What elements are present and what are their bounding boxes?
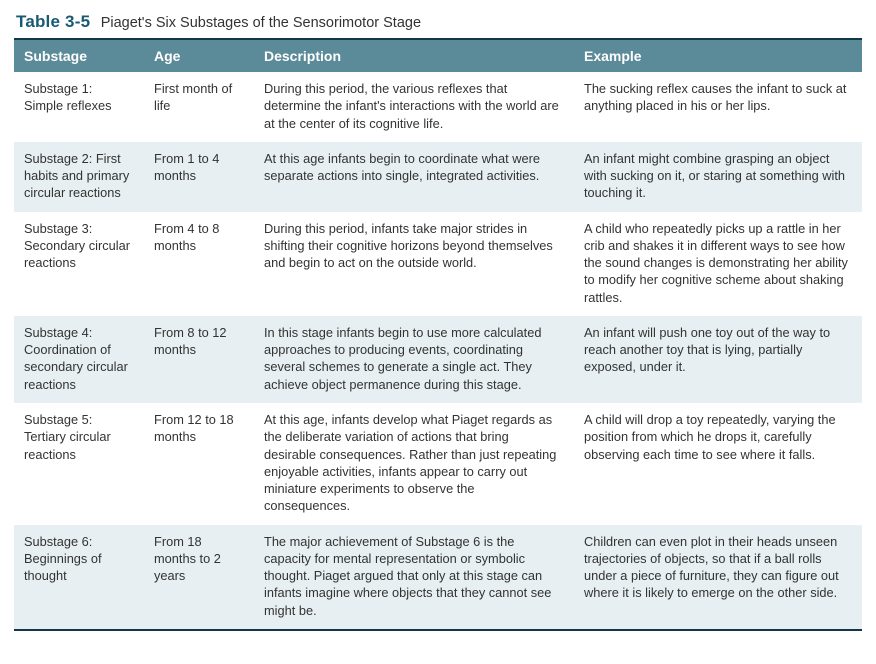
- cell-description: During this period, the various reflexes…: [254, 72, 574, 142]
- table-title: Table 3-5 Piaget's Six Substages of the …: [16, 12, 862, 32]
- cell-description: In this stage infants begin to use more …: [254, 316, 574, 403]
- cell-example: A child will drop a toy repeatedly, vary…: [574, 403, 862, 525]
- cell-age: From 8 to 12 months: [144, 316, 254, 403]
- cell-substage: Substage 1: Simple reflexes: [14, 72, 144, 142]
- cell-description: At this age, infants develop what Piaget…: [254, 403, 574, 525]
- cell-substage: Substage 2: First habits and primary cir…: [14, 142, 144, 212]
- cell-age: From 18 months to 2 years: [144, 525, 254, 630]
- table-caption: Piaget's Six Substages of the Sensorimot…: [101, 15, 421, 31]
- col-header-age: Age: [144, 39, 254, 72]
- cell-description: The major achievement of Substage 6 is t…: [254, 525, 574, 630]
- cell-example: An infant will push one toy out of the w…: [574, 316, 862, 403]
- table-row: Substage 4: Coordination of secondary ci…: [14, 316, 862, 403]
- cell-substage: Substage 3: Secondary circular reactions: [14, 212, 144, 316]
- cell-description: At this age infants begin to coordinate …: [254, 142, 574, 212]
- table-header-row: Substage Age Description Example: [14, 39, 862, 72]
- cell-substage: Substage 4: Coordination of secondary ci…: [14, 316, 144, 403]
- table-row: Substage 6: Beginnings of thought From 1…: [14, 525, 862, 630]
- cell-age: From 12 to 18 months: [144, 403, 254, 525]
- table-label: Table 3-5: [16, 12, 90, 31]
- cell-example: An infant might combine grasping an obje…: [574, 142, 862, 212]
- piaget-substages-table: Substage Age Description Example Substag…: [14, 38, 862, 631]
- cell-age: First month of life: [144, 72, 254, 142]
- col-header-description: Description: [254, 39, 574, 72]
- col-header-example: Example: [574, 39, 862, 72]
- table-row: Substage 3: Secondary circular reactions…: [14, 212, 862, 316]
- table-row: Substage 5: Tertiary circular reactions …: [14, 403, 862, 525]
- table-row: Substage 2: First habits and primary cir…: [14, 142, 862, 212]
- cell-example: A child who repeatedly picks up a rattle…: [574, 212, 862, 316]
- cell-substage: Substage 5: Tertiary circular reactions: [14, 403, 144, 525]
- cell-age: From 4 to 8 months: [144, 212, 254, 316]
- cell-substage: Substage 6: Beginnings of thought: [14, 525, 144, 630]
- table-row: Substage 1: Simple reflexes First month …: [14, 72, 862, 142]
- cell-age: From 1 to 4 months: [144, 142, 254, 212]
- cell-example: The sucking reflex causes the infant to …: [574, 72, 862, 142]
- cell-example: Children can even plot in their heads un…: [574, 525, 862, 630]
- col-header-substage: Substage: [14, 39, 144, 72]
- cell-description: During this period, infants take major s…: [254, 212, 574, 316]
